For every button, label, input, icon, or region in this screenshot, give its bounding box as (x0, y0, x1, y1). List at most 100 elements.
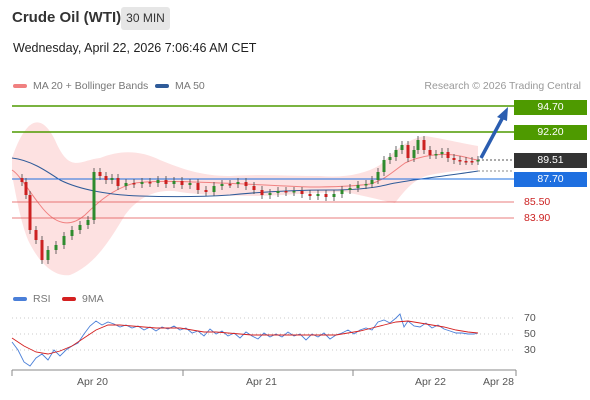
candle-bullish (382, 160, 386, 172)
legend-rsi-label: RSI (33, 293, 51, 305)
candle-bullish (156, 180, 160, 183)
credit-text: Research © 2026 Trading Central (424, 80, 581, 92)
candle-bearish (260, 190, 264, 195)
x-label-apr21: Apr 21 (246, 376, 277, 388)
candle-bearish (300, 191, 304, 194)
candle-bearish (284, 191, 288, 193)
rsi-axis-30: 30 (524, 344, 536, 356)
candle-bullish (434, 154, 438, 156)
candle-bullish (140, 182, 144, 184)
candle-bullish (62, 236, 66, 245)
candle-bullish (348, 188, 352, 190)
x-label-apr28: Apr 28 (483, 376, 514, 388)
rsi-axis-50: 50 (524, 328, 536, 340)
candle-bullish (268, 193, 272, 195)
timeframe-badge[interactable]: 30 MIN (121, 7, 170, 30)
rsi-axis-70: 70 (524, 312, 536, 324)
projection-arrowhead (497, 107, 508, 121)
x-label-apr22: Apr 22 (415, 376, 446, 388)
candle-bullish (172, 181, 176, 184)
candle-bullish (276, 191, 280, 193)
level-label-r2: 94.70 (514, 100, 587, 115)
candle-bullish (124, 183, 128, 186)
candle-bearish (446, 152, 450, 158)
legend-rsi: RSI (13, 293, 51, 305)
candle-bearish (452, 158, 456, 160)
candle-bearish (422, 140, 426, 150)
candle-bearish (464, 161, 468, 163)
candle-bullish (78, 225, 82, 230)
legend-ma20-label: MA 20 + Bollinger Bands (33, 80, 149, 92)
candle-bearish (20, 178, 24, 182)
candle-bearish (34, 230, 38, 240)
candle-bearish (28, 195, 32, 230)
legend-ma50-label: MA 50 (175, 80, 205, 92)
candle-bearish (24, 182, 28, 195)
candle-bearish (116, 178, 120, 186)
candlestick-series (20, 136, 480, 264)
candle-bullish (412, 150, 416, 158)
candle-bearish (244, 182, 248, 186)
candle-bullish (220, 184, 224, 186)
level-label-r1: 92.20 (514, 125, 587, 140)
ma50-swatch (155, 84, 169, 89)
instrument-title: Crude Oil (WTI) (12, 9, 122, 26)
timestamp: Wednesday, April 22, 2026 7:06:46 AM CET (13, 41, 257, 55)
candle-bullish (394, 150, 398, 157)
projection-arrow (479, 116, 505, 159)
candle-bullish (86, 220, 90, 225)
candle-bearish (180, 181, 184, 185)
candle-bearish (406, 145, 410, 158)
last-price-label: 89.51 (514, 153, 587, 168)
rsi-ma9-line (11, 320, 479, 355)
candle-bearish (196, 183, 200, 190)
candle-bullish (292, 191, 296, 193)
candle-bullish (340, 190, 344, 194)
candle-bearish (470, 161, 474, 163)
candle-bearish (104, 176, 108, 180)
candle-bearish (164, 180, 168, 184)
x-label-apr20: Apr 20 (77, 376, 108, 388)
candle-bullish (110, 178, 114, 180)
candle-bullish (476, 160, 480, 162)
rsi-swatch (13, 297, 27, 302)
candle-bullish (188, 183, 192, 185)
candle-bearish (98, 172, 102, 176)
candle-bearish (324, 194, 328, 197)
candle-bearish (428, 150, 432, 155)
level-label-pivot: 87.70 (514, 172, 587, 187)
candle-bearish (148, 182, 152, 184)
candle-bearish (228, 184, 232, 186)
candle-bullish (370, 180, 374, 184)
level-label-s1: 85.50 (524, 196, 551, 208)
candle-bearish (204, 190, 208, 192)
bollinger-band-area (12, 122, 478, 276)
candle-bullish (440, 152, 444, 154)
candle-bearish (252, 186, 256, 190)
candle-bullish (416, 140, 420, 150)
ma9-swatch (62, 297, 76, 302)
legend-ma20: MA 20 + Bollinger Bands (13, 80, 148, 92)
ma20-swatch (13, 84, 27, 89)
candle-bullish (236, 182, 240, 184)
candle-bullish (376, 172, 380, 180)
legend-9ma-label: 9MA (82, 293, 104, 305)
candle-bullish (70, 230, 74, 236)
candle-bearish (40, 240, 44, 260)
candle-bearish (308, 194, 312, 196)
candle-bullish (212, 186, 216, 192)
candle-bullish (46, 250, 50, 260)
candle-bullish (92, 172, 96, 220)
candle-bullish (332, 194, 336, 197)
ma20-line (11, 153, 479, 224)
candle-bearish (132, 183, 136, 185)
legend-ma50: MA 50 (155, 80, 205, 92)
candle-bullish (400, 145, 404, 150)
candle-bullish (364, 184, 368, 186)
candle-bullish (54, 245, 58, 250)
rsi-line (11, 313, 479, 367)
legend-9ma: 9MA (62, 293, 104, 305)
level-label-s2: 83.90 (524, 212, 551, 224)
candle-bearish (458, 160, 462, 162)
